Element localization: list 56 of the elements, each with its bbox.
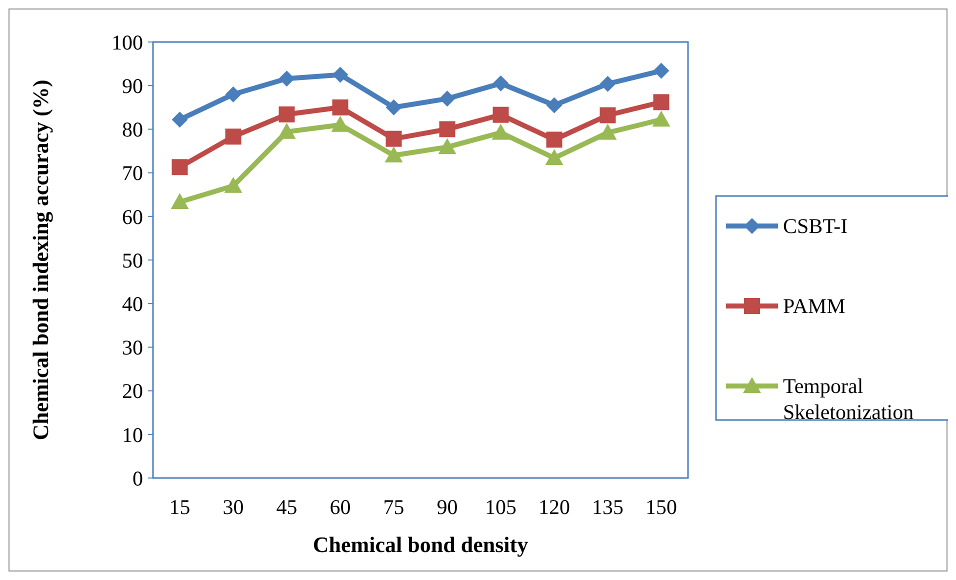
point <box>439 90 456 107</box>
y-tick-label: 10 <box>122 422 143 447</box>
point <box>225 128 242 145</box>
y-axis-title: Chemical bond indexing accuracy (%) <box>28 80 53 440</box>
point <box>492 124 510 140</box>
y-tick-label: 70 <box>122 161 143 186</box>
point <box>600 107 616 124</box>
point <box>492 75 509 92</box>
y-tick-label: 100 <box>112 30 143 54</box>
point <box>386 99 402 116</box>
x-tick-label: 120 <box>538 495 570 519</box>
x-tick-label: 45 <box>276 495 298 519</box>
legend-label: Temporal Skeletonization <box>783 374 914 424</box>
point <box>172 112 188 128</box>
y-tick-label: 40 <box>122 292 143 316</box>
point <box>600 76 616 92</box>
point <box>224 176 242 193</box>
point <box>652 110 670 127</box>
x-tick-label: 90 <box>436 495 458 519</box>
point <box>225 86 242 102</box>
point <box>278 122 296 139</box>
point <box>653 94 670 110</box>
x-tick-label: 15 <box>169 495 190 519</box>
x-tick-label: 135 <box>592 495 624 519</box>
point <box>384 146 403 162</box>
x-tick-label: 105 <box>485 495 516 519</box>
y-tick-label: 60 <box>122 204 143 229</box>
point <box>546 132 562 148</box>
point <box>492 106 509 123</box>
point <box>278 106 295 122</box>
point <box>331 116 350 132</box>
y-tick-label: 20 <box>122 379 143 404</box>
point <box>172 159 188 176</box>
point <box>438 138 456 154</box>
x-tick-label: 30 <box>222 495 244 519</box>
point <box>546 97 562 114</box>
point <box>332 66 348 83</box>
point <box>170 193 189 210</box>
x-tick-label: 75 <box>383 495 404 519</box>
point <box>545 148 564 165</box>
y-tick-label: 80 <box>122 118 143 142</box>
y-tick-label: 0 <box>132 466 143 490</box>
point <box>653 62 670 79</box>
legend-label: PAMM <box>783 294 846 318</box>
point <box>598 124 617 140</box>
x-tick-label: 150 <box>646 495 677 519</box>
y-tick-label: 50 <box>122 248 143 272</box>
x-axis-title: Chemical bond density <box>312 532 528 557</box>
point <box>439 121 456 138</box>
x-tick-label: 60 <box>330 495 351 519</box>
legend-label: CSBT-I <box>783 214 848 238</box>
y-tick-label: 30 <box>122 336 143 360</box>
point <box>278 70 295 87</box>
y-tick-label: 90 <box>122 74 143 98</box>
point <box>386 130 402 147</box>
point <box>332 99 348 116</box>
